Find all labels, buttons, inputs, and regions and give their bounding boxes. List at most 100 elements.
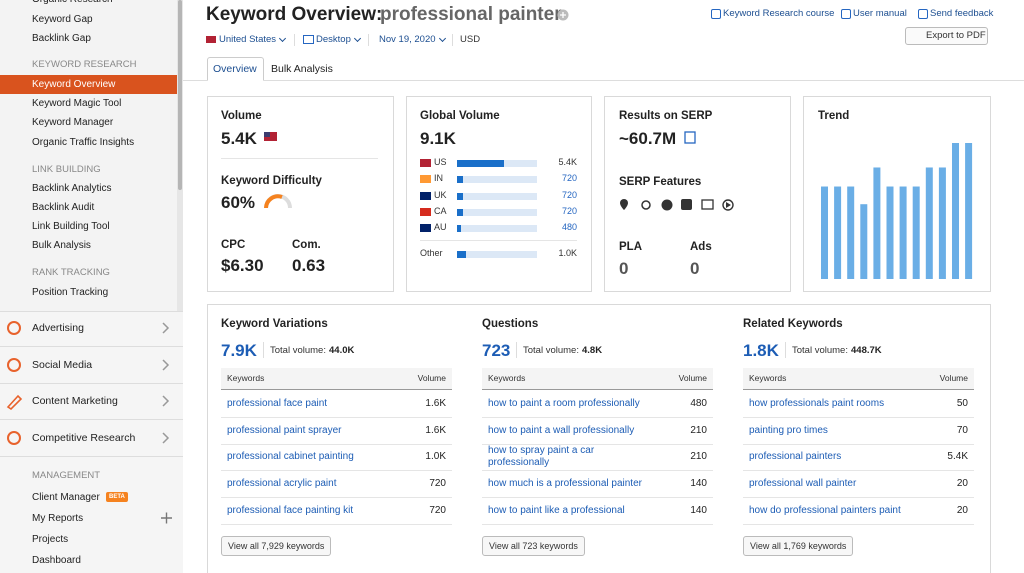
metric-label: PLA — [619, 241, 642, 253]
tabs-divider — [183, 80, 1024, 81]
bar — [457, 209, 464, 216]
scrollbar-thumb[interactable] — [178, 0, 182, 190]
metric-value: 60% — [221, 193, 256, 212]
metric-label: Trend — [818, 110, 850, 122]
table-count[interactable]: 7.9K — [221, 341, 257, 360]
nav-item[interactable]: Bulk Analysis — [32, 240, 91, 251]
page-title: Keyword Overview: — [206, 4, 383, 25]
nav-item[interactable]: Position Tracking — [32, 287, 109, 298]
nav-item[interactable]: My Reports — [32, 513, 84, 524]
keyword-link[interactable]: how much is a professional painter — [488, 478, 642, 489]
country-volume[interactable]: 720 — [561, 206, 577, 216]
nav-group[interactable]: Content Marketing — [32, 395, 118, 407]
bar — [457, 251, 466, 258]
bar-track — [457, 225, 537, 232]
keyword-link[interactable]: professional wall painter — [749, 478, 857, 489]
country-volume: 1.0K — [558, 248, 577, 258]
volume-card — [207, 96, 394, 292]
nav-group[interactable]: Advertising — [32, 322, 84, 334]
help-link[interactable]: Send feedback — [930, 8, 994, 19]
nav-item[interactable]: Organic Research — [32, 0, 113, 5]
table-header-line — [743, 389, 974, 390]
keyword-link[interactable]: how professionals paint rooms — [749, 398, 885, 409]
tab-label[interactable]: Overview — [213, 63, 257, 75]
country-code: Other — [420, 248, 443, 258]
keyword-link[interactable]: how to spray paint a car professionally — [488, 445, 595, 468]
nav-heading: RANK TRACKING — [32, 267, 110, 278]
country-volume[interactable]: 480 — [561, 222, 577, 232]
keyword-volume: 1.0K — [425, 451, 446, 462]
metric-label: Global Volume — [420, 110, 500, 122]
flag-icon — [206, 36, 216, 43]
filter[interactable]: Desktop — [316, 34, 351, 45]
nav-heading: MANAGEMENT — [32, 470, 101, 481]
row-divider — [743, 497, 974, 498]
keyword-link[interactable]: how do professional painters paint — [749, 505, 901, 516]
nav-item[interactable]: Keyword Overview — [32, 79, 116, 90]
tab-label[interactable]: Bulk Analysis — [271, 63, 333, 75]
nav-heading: LINK BUILDING — [32, 164, 101, 175]
country-volume[interactable]: 720 — [561, 190, 577, 200]
export-button[interactable] — [905, 27, 988, 45]
metric-value: 0 — [690, 259, 700, 278]
nav-item[interactable]: Link Building Tool — [32, 221, 110, 232]
view-all-button[interactable]: View all 1,769 keywords — [743, 536, 854, 556]
view-all-button[interactable]: View all 7,929 keywords — [221, 536, 332, 556]
help-link[interactable]: User manual — [853, 8, 907, 19]
nav-item[interactable]: Dashboard — [32, 555, 81, 566]
nav-item[interactable]: Backlink Analytics — [32, 183, 112, 194]
keyword-link[interactable]: painting pro times — [749, 425, 828, 436]
country-volume[interactable]: 720 — [561, 173, 577, 183]
nav-item[interactable]: Backlink Gap — [32, 33, 91, 44]
bar — [457, 193, 464, 200]
country-code: US — [434, 157, 447, 167]
tab-active[interactable] — [207, 57, 264, 81]
nav-group-divider — [0, 419, 183, 420]
nav-item[interactable]: Client Manager — [32, 492, 100, 503]
filter[interactable]: United States — [219, 34, 277, 45]
metric-label: CPC — [221, 239, 246, 251]
keyword-link[interactable]: professional face paint — [227, 398, 328, 409]
keyword-link[interactable]: professional painters — [749, 451, 842, 462]
help-link[interactable]: Keyword Research course — [723, 8, 835, 19]
keyword-link[interactable]: professional acrylic paint — [227, 478, 337, 489]
row-divider — [482, 417, 713, 418]
keyword-link[interactable]: professional face painting kit — [227, 505, 354, 516]
total-value: 44.0K — [329, 345, 355, 356]
keyword-link[interactable]: how to paint like a professional — [488, 505, 625, 516]
metric-value: 0 — [619, 259, 629, 278]
nav-group[interactable]: Social Media — [32, 359, 93, 371]
row-divider — [221, 444, 452, 445]
table-header: Volume — [678, 373, 707, 383]
view-all-button[interactable]: View all 723 keywords — [482, 536, 585, 556]
filter-separator — [368, 34, 369, 46]
keyword-link[interactable]: how to paint a room professionally — [488, 398, 640, 409]
keyword-link[interactable]: how to paint a wall professionally — [488, 425, 635, 436]
count-separator — [263, 342, 264, 358]
help-link-icon — [841, 9, 851, 19]
table-count[interactable]: 1.8K — [743, 341, 779, 360]
nav-item[interactable]: Organic Traffic Insights — [32, 137, 135, 148]
nav-item[interactable]: Keyword Magic Tool — [32, 98, 122, 109]
row-divider — [743, 524, 974, 525]
nav-heading: KEYWORD RESEARCH — [32, 59, 137, 70]
table-header: Keywords — [227, 373, 265, 383]
keyword-link[interactable]: professional paint sprayer — [227, 425, 342, 436]
device-icon — [303, 35, 314, 44]
nav-item[interactable]: Projects — [32, 534, 69, 545]
nav-item[interactable]: Keyword Manager — [32, 117, 114, 128]
sidebar-sensor-cut — [32, 306, 92, 310]
nav-group[interactable]: Competitive Research — [32, 432, 136, 444]
table-title: Questions — [482, 318, 539, 330]
keyword-link[interactable]: professional cabinet painting — [227, 451, 354, 462]
help-link-icon — [918, 9, 928, 19]
keyword-volume: 210 — [690, 425, 707, 436]
country-volume: 5.4K — [558, 157, 577, 167]
bar-track — [457, 193, 537, 200]
table-header-line — [221, 389, 452, 390]
table-count[interactable]: 723 — [482, 341, 511, 360]
table-header: Keywords — [488, 373, 526, 383]
nav-item[interactable]: Backlink Audit — [32, 202, 95, 213]
filter[interactable]: Nov 19, 2020 — [379, 34, 436, 45]
nav-item[interactable]: Keyword Gap — [32, 14, 93, 25]
